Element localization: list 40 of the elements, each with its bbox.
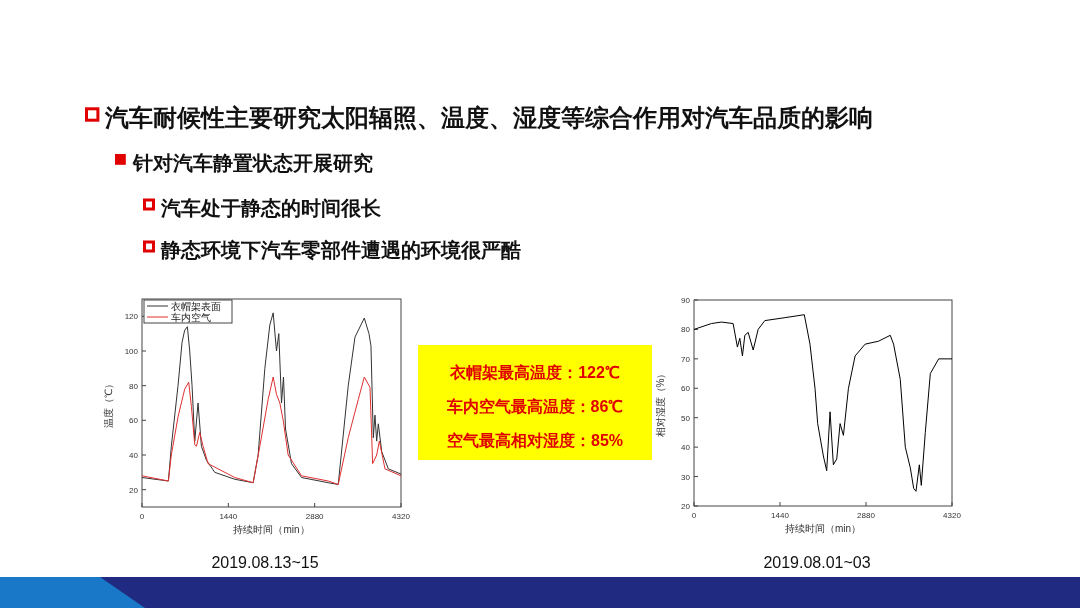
- text: 车内空气最高温度：86℃: [445, 397, 624, 415]
- line-series: [141, 312, 402, 485]
- text: 汽车耐候性主要研究太阳辐照、温度、湿度等综合作用对汽车品质的影响: [104, 104, 874, 132]
- y-axis-title: 温度（℃）: [103, 378, 114, 428]
- text: 静态环境下汽车零部件遭遇的环境很严酷: [160, 239, 521, 261]
- text: 衣帽架最高温度：122℃: [449, 363, 620, 381]
- y-tick-label: 80: [129, 381, 139, 391]
- x-tick-label: 1440: [771, 511, 790, 520]
- text: 空气最高相对湿度：85%: [446, 431, 624, 449]
- y-axis-title: 相对湿度（%）: [655, 368, 666, 438]
- x-tick-label: 2880: [305, 512, 325, 521]
- text: 汽车处于静态的时间很长: [160, 197, 382, 219]
- y-tick-label: 80: [681, 325, 691, 335]
- x-tick-label: 2880: [857, 511, 876, 520]
- y-tick-label: 50: [681, 413, 691, 423]
- y-tick-label: 40: [681, 443, 691, 453]
- x-tick-label: 4320: [943, 511, 962, 520]
- x-tick-label: 0: [139, 512, 145, 521]
- y-tick-label: 100: [124, 347, 139, 356]
- y-tick-label: 70: [681, 354, 691, 364]
- text: 2019.08.13~15: [211, 554, 319, 571]
- y-tick-label: 90: [681, 296, 691, 305]
- x-tick-label: 0: [691, 511, 697, 520]
- x-axis-title: 持续时间（min）: [233, 524, 310, 535]
- y-tick-label: 20: [681, 502, 691, 511]
- y-tick-label: 30: [681, 472, 691, 482]
- y-tick-label: 60: [129, 416, 139, 426]
- x-tick-label: 4320: [392, 512, 411, 521]
- legend-label: 车内空气: [171, 312, 211, 323]
- x-axis-title: 持续时间（min）: [784, 523, 862, 534]
- legend-label: 衣帽架表面: [171, 301, 221, 312]
- y-tick-label: 60: [681, 384, 691, 394]
- line-series: [693, 314, 953, 492]
- x-tick-label: 1440: [219, 512, 238, 521]
- y-tick-label: 40: [129, 451, 139, 460]
- text: 针对汽车静置状态开展研究: [132, 152, 373, 174]
- y-tick-label: 120: [124, 312, 139, 322]
- line-series: [141, 376, 402, 485]
- text: 2019.08.01~03: [763, 554, 871, 571]
- y-tick-label: 20: [129, 485, 139, 495]
